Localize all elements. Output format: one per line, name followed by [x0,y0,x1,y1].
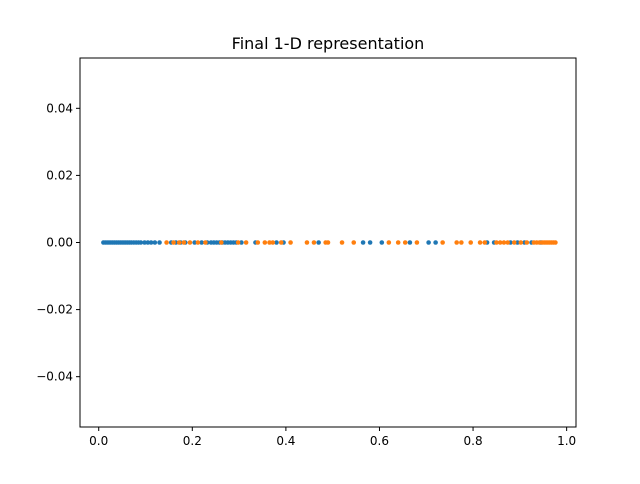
data-point [138,240,144,245]
data-point [505,240,510,245]
data-point [243,240,249,245]
y-tick-label: 0.00 [46,236,73,250]
data-point [316,240,321,245]
data-point [192,240,197,245]
data-point [433,240,438,245]
data-point [274,240,279,245]
data-point [395,240,401,245]
plot-frame [79,57,577,428]
series-1-points [164,240,558,245]
x-tick-label: 1.0 [557,434,576,448]
data-point [511,240,517,245]
data-point [501,240,507,245]
x-tick-label: 0.4 [276,434,295,448]
data-point [553,240,558,245]
data-point [199,240,204,245]
data-point [278,240,284,245]
scatter-points [101,240,558,245]
data-point [339,240,345,245]
data-point [176,240,182,245]
chart-title: Final 1-D representation [232,34,425,53]
data-point [304,240,310,245]
data-point [203,240,208,245]
data-point [262,240,268,245]
data-point [239,240,244,245]
data-point [379,240,385,245]
data-point [367,240,373,245]
data-point [311,240,317,245]
y-tick-label: 0.04 [46,101,73,115]
data-point [518,240,524,245]
data-point [235,240,241,245]
data-point [360,240,366,245]
data-point [386,240,392,245]
data-point [454,240,459,245]
data-point [270,240,276,245]
data-point [414,240,420,245]
y-tick-label: −0.02 [36,303,73,317]
data-point [219,240,224,245]
data-point [255,240,261,245]
data-point [325,240,331,245]
data-point [468,240,474,245]
data-point [267,240,272,245]
y-tick-label: −0.04 [36,370,73,384]
data-point [524,240,530,245]
data-point [195,240,201,245]
data-point [148,240,154,245]
data-point [157,240,162,245]
x-tick-label: 0.2 [183,434,202,448]
data-point [477,240,483,245]
data-point [497,240,503,245]
data-point [407,240,413,245]
data-point [164,240,169,245]
data-point [402,240,408,245]
data-point [187,240,193,245]
data-point [426,240,431,245]
data-point [482,240,488,245]
axis-ticks: 0.0 0.2 0.4 0.6 0.8 1.0 −0.04 −0.02 0.00 0.02 0.04 [36,101,576,448]
data-point [145,240,151,245]
data-point [152,240,158,245]
data-point [459,240,464,245]
data-point [351,240,357,245]
data-point [440,240,445,245]
x-tick-label: 0.0 [89,434,108,448]
y-tick-label: 0.02 [46,168,73,182]
data-point [181,240,187,245]
data-point [142,240,147,245]
data-point [171,240,176,245]
data-point [515,240,520,245]
data-point [288,240,293,245]
x-tick-label: 0.6 [370,434,389,448]
x-tick-label: 0.8 [464,434,483,448]
data-point [494,240,499,245]
